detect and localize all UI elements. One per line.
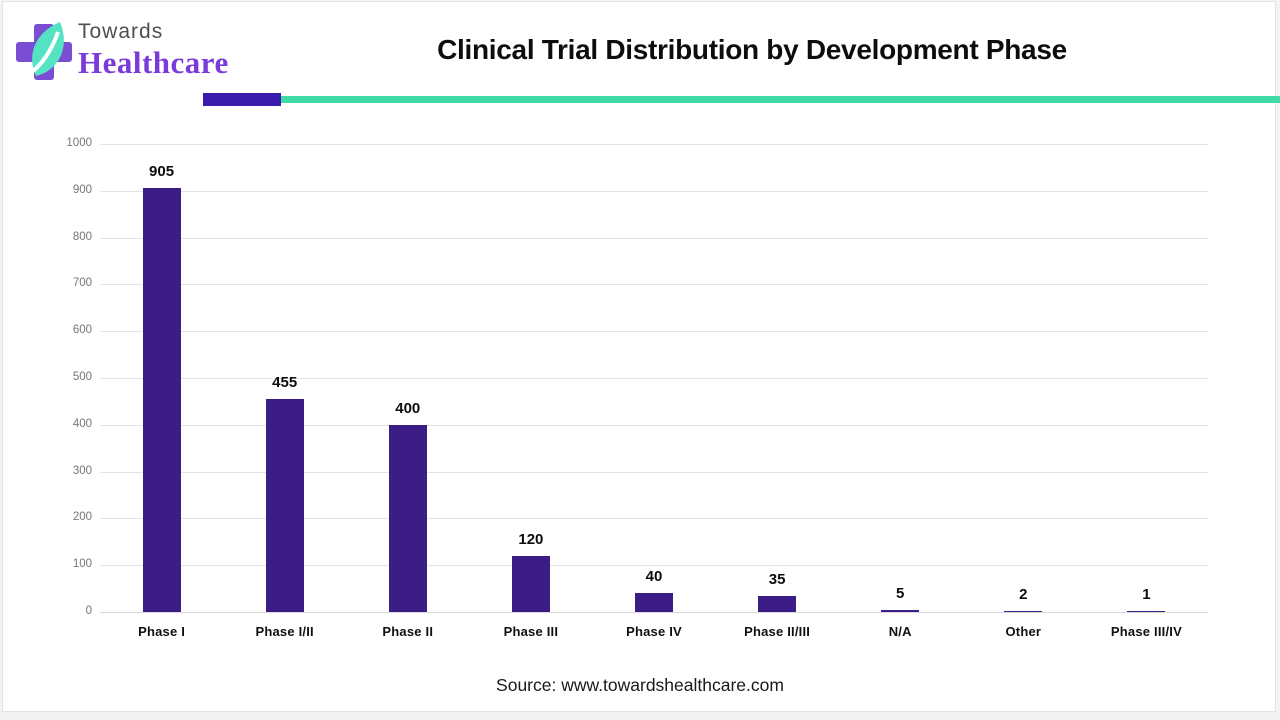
gridline bbox=[100, 190, 1208, 192]
gridline bbox=[100, 331, 1208, 333]
bar bbox=[881, 609, 920, 612]
y-axis-tick-label: 300 bbox=[72, 464, 92, 477]
logo-healthcare-text: Healthcare bbox=[78, 45, 229, 80]
logo-towards-text: Towards bbox=[78, 20, 164, 43]
y-axis-tick-label: 900 bbox=[72, 183, 92, 196]
gridline bbox=[100, 471, 1208, 473]
gridline bbox=[100, 518, 1208, 520]
bar bbox=[142, 188, 181, 612]
bar bbox=[388, 424, 427, 612]
x-category-label: Other bbox=[1005, 624, 1042, 639]
x-category-label: N/A bbox=[888, 624, 912, 639]
x-category-label: Phase I bbox=[138, 624, 186, 639]
y-axis-tick-label: 100 bbox=[72, 558, 92, 571]
bar-value-label: 5 bbox=[896, 584, 905, 602]
chart-title: Clinical Trial Distribution by Developme… bbox=[437, 34, 1067, 65]
gridline bbox=[100, 378, 1208, 379]
bar-value-label: 35 bbox=[768, 570, 786, 588]
logo-cross-leaf-icon bbox=[16, 22, 72, 80]
source-attribution: Source: www.towardshealthcare.com bbox=[496, 675, 784, 695]
bar-value-label: 120 bbox=[518, 530, 544, 548]
logo-text: Towards Healthcare bbox=[78, 20, 229, 81]
y-axis-tick-label: 500 bbox=[72, 371, 92, 383]
bar bbox=[1127, 611, 1166, 612]
towards-healthcare-logo: Towards Healthcare bbox=[16, 10, 316, 90]
y-axis-tick-label: 800 bbox=[72, 230, 92, 243]
y-axis-tick-label: 200 bbox=[72, 511, 92, 524]
x-category-label: Phase II/III bbox=[744, 624, 811, 639]
bar bbox=[1004, 611, 1043, 612]
bar-value-label: 2 bbox=[1019, 586, 1028, 604]
y-axis-tick-label: 600 bbox=[72, 324, 92, 337]
x-category-label: Phase I/II bbox=[255, 624, 314, 639]
divider-purple-segment bbox=[203, 93, 281, 106]
bar bbox=[635, 593, 673, 612]
x-category-label: Phase III bbox=[503, 624, 559, 639]
gridline bbox=[100, 424, 1208, 426]
y-axis-tick-label: 0 bbox=[85, 605, 92, 617]
bar-value-label: 400 bbox=[395, 399, 421, 417]
bar-value-label: 455 bbox=[272, 374, 298, 392]
bar-value-label: 905 bbox=[149, 163, 175, 181]
y-axis-tick-label: 1000 bbox=[66, 137, 92, 149]
gridline bbox=[100, 565, 1208, 567]
gridline bbox=[100, 612, 1208, 613]
gridline bbox=[100, 284, 1208, 286]
bar bbox=[511, 555, 550, 612]
bar-value-label: 1 bbox=[1142, 586, 1151, 604]
divider-teal-line bbox=[281, 96, 1280, 103]
bar-value-label: 40 bbox=[645, 568, 663, 586]
x-category-label: Phase III/IV bbox=[1110, 624, 1182, 639]
bar bbox=[265, 399, 304, 612]
bar bbox=[758, 595, 797, 612]
x-category-label: Phase IV bbox=[626, 624, 682, 639]
y-axis-tick-label: 700 bbox=[72, 277, 92, 290]
x-category-label: Phase II bbox=[382, 624, 434, 639]
y-axis-tick-label: 400 bbox=[72, 417, 92, 430]
gridline bbox=[100, 237, 1208, 239]
gridline bbox=[100, 144, 1208, 145]
